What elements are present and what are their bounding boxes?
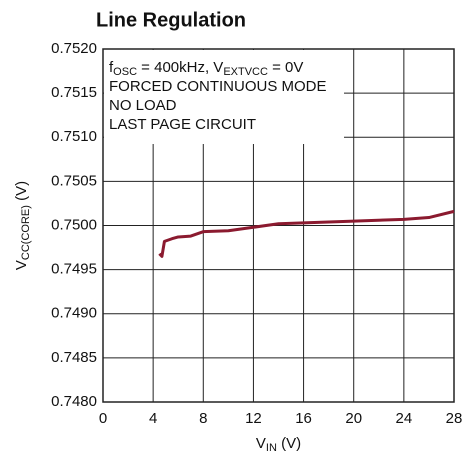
x-tick-label: 12 <box>245 410 262 427</box>
x-tick-label: 0 <box>99 410 107 427</box>
annotation: NO LOAD <box>109 97 177 114</box>
x-tick-label: 20 <box>345 410 362 427</box>
y-tick-label: 0.7500 <box>51 216 97 233</box>
x-tick-label: 4 <box>149 410 157 427</box>
y-axis-label: VCC(CORE) (V) <box>13 181 32 270</box>
text-part: = 400kHz, V <box>137 59 223 76</box>
y-tick-label: 0.7495 <box>51 261 97 278</box>
y-tick-label: 0.7510 <box>51 128 97 145</box>
y-tick-label: 0.7515 <box>51 84 97 101</box>
x-tick-label: 16 <box>295 410 312 427</box>
x-tick-label: 8 <box>199 410 207 427</box>
y-tick-label: 0.7485 <box>51 349 97 366</box>
y-tick-label: 0.7490 <box>51 305 97 322</box>
text-part: FORCED CONTINUOUS MODE <box>109 78 327 95</box>
chart-title: Line Regulation <box>96 9 246 31</box>
annotation: fOSC = 400kHz, VEXTVCC = 0V <box>109 59 303 78</box>
y-tick-label: 0.7520 <box>51 40 97 57</box>
text-part: NO LOAD <box>109 97 177 114</box>
annotation-box <box>104 50 344 144</box>
text-part: (V) <box>13 181 30 205</box>
subscript: EXTVCC <box>223 66 268 78</box>
line <box>158 209 455 258</box>
text-part: V <box>256 435 266 452</box>
annotation: LAST PAGE CIRCUIT <box>109 116 256 133</box>
subscript: CC(CORE) <box>20 205 32 260</box>
plot-frame <box>102 48 455 403</box>
y-tick-label: 0.7480 <box>51 393 97 410</box>
y-tick-label: 0.7505 <box>51 172 97 189</box>
text-part: LAST PAGE CIRCUIT <box>109 116 256 133</box>
subscript: OSC <box>113 66 137 78</box>
x-axis-label: VIN (V) <box>256 435 301 454</box>
annotation: FORCED CONTINUOUS MODE <box>109 78 327 95</box>
x-tick-label: 24 <box>396 410 413 427</box>
text-part: f <box>109 59 114 76</box>
x-tick-label: 28 <box>446 410 463 427</box>
text-part: = 0V <box>268 59 303 76</box>
text-part: (V) <box>277 435 301 452</box>
subscript: IN <box>266 442 277 454</box>
text-part: V <box>13 260 30 270</box>
